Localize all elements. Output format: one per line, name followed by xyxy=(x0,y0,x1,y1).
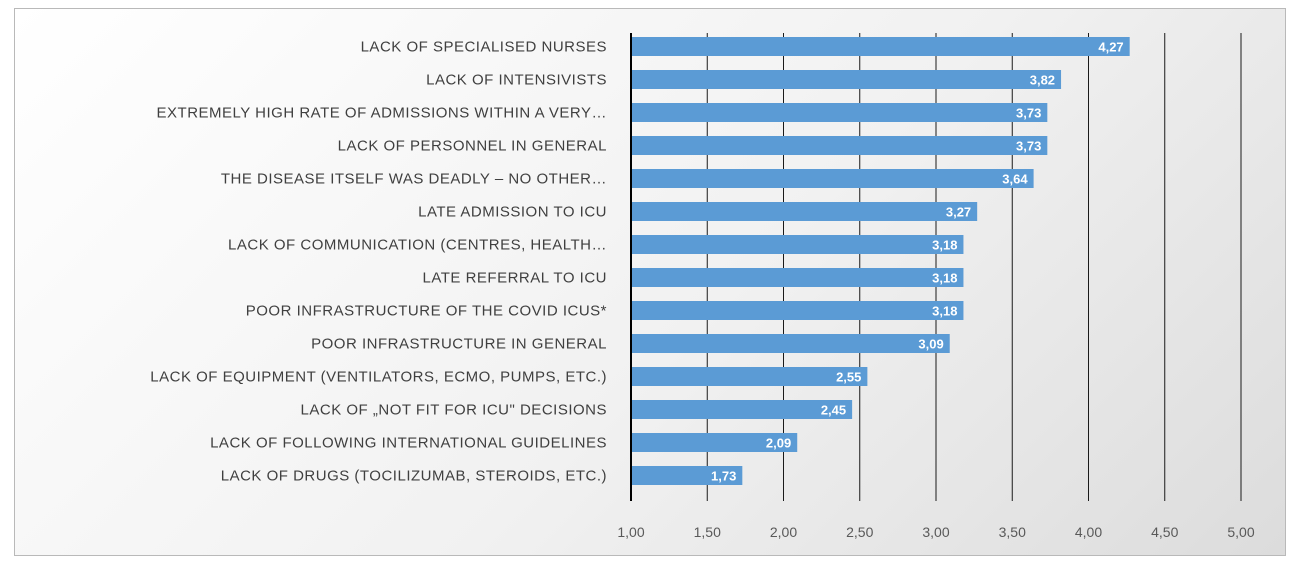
value-label: 3,64 xyxy=(1002,172,1028,187)
value-label: 2,45 xyxy=(821,403,846,418)
x-tick-label: 5,00 xyxy=(1227,524,1254,540)
value-label: 2,09 xyxy=(766,436,791,451)
category-label: LACK OF FOLLOWING INTERNATIONAL GUIDELIN… xyxy=(210,435,607,452)
x-tick-label: 2,00 xyxy=(770,524,797,540)
bar xyxy=(631,202,978,221)
bar xyxy=(631,433,798,452)
value-label: 2,55 xyxy=(836,370,861,385)
value-label: 3,73 xyxy=(1016,106,1041,121)
category-labels: LACK OF SPECIALISED NURSES LACK OF INTENS… xyxy=(150,39,608,485)
bar xyxy=(631,334,950,353)
bar xyxy=(631,103,1048,122)
x-tick-label: 3,50 xyxy=(999,524,1026,540)
category-label: LACK OF „NOT FIT FOR ICU" DECISIONS xyxy=(301,402,607,419)
category-label: POOR INFRASTRUCTURE IN GENERAL xyxy=(311,336,607,353)
category-label: LACK OF EQUIPMENT (VENTILATORS, ECMO, PU… xyxy=(150,369,607,386)
value-label: 3,73 xyxy=(1016,139,1041,154)
bar xyxy=(631,136,1048,155)
x-tick-label: 1,50 xyxy=(694,524,721,540)
value-label: 4,27 xyxy=(1098,40,1123,55)
bar-chart: LACK OF SPECIALISED NURSES LACK OF INTENS… xyxy=(150,33,1255,540)
bar xyxy=(631,400,853,419)
bar xyxy=(631,169,1034,188)
value-label: 3,18 xyxy=(932,271,957,286)
category-label: LACK OF DRUGS (TOCILIZUMAB, STEROIDS, ET… xyxy=(221,468,607,485)
value-label: 3,18 xyxy=(932,238,957,253)
value-label: 3,82 xyxy=(1030,73,1055,88)
bar xyxy=(631,70,1062,89)
category-label: POOR INFRASTRUCTURE OF THE COVID ICUS* xyxy=(246,303,607,320)
value-label: 1,73 xyxy=(711,469,736,484)
x-tick-labels: 1,00 1,50 2,00 2,50 3,00 3,50 4,00 4,50 5,00 xyxy=(617,524,1254,540)
bar xyxy=(631,301,964,320)
x-tick-label: 3,00 xyxy=(922,524,949,540)
bar xyxy=(631,37,1130,56)
bar xyxy=(631,235,964,254)
category-label: LACK OF INTENSIVISTS xyxy=(426,72,607,89)
bar xyxy=(631,367,868,386)
category-label: LACK OF SPECIALISED NURSES xyxy=(361,39,607,56)
category-label: LACK OF PERSONNEL IN GENERAL xyxy=(338,138,607,155)
value-labels: 4,27 3,82 3,73 3,73 3,64 3,27 3,18 3,18 3,18 3,09… xyxy=(711,40,1124,484)
category-label: EXTREMELY HIGH RATE OF ADMISSIONS WITHIN… xyxy=(157,105,607,122)
x-tick-label: 4,00 xyxy=(1075,524,1102,540)
chart-frame: LACK OF SPECIALISED NURSES LACK OF INTENS… xyxy=(14,8,1286,556)
x-tick-label: 1,00 xyxy=(617,524,644,540)
value-label: 3,09 xyxy=(918,337,943,352)
category-label: LATE REFERRAL TO ICU xyxy=(423,270,608,287)
x-tick-label: 2,50 xyxy=(846,524,873,540)
bar xyxy=(631,268,964,287)
category-label: THE DISEASE ITSELF WAS DEADLY – NO OTHER… xyxy=(221,171,607,188)
bars xyxy=(631,37,1130,485)
value-label: 3,18 xyxy=(932,304,957,319)
value-label: 3,27 xyxy=(946,205,971,220)
x-tick-label: 4,50 xyxy=(1151,524,1178,540)
bar xyxy=(631,466,743,485)
category-label: LACK OF COMMUNICATION (CENTRES, HEALTH… xyxy=(228,237,607,254)
category-label: LATE ADMISSION TO ICU xyxy=(418,204,607,221)
